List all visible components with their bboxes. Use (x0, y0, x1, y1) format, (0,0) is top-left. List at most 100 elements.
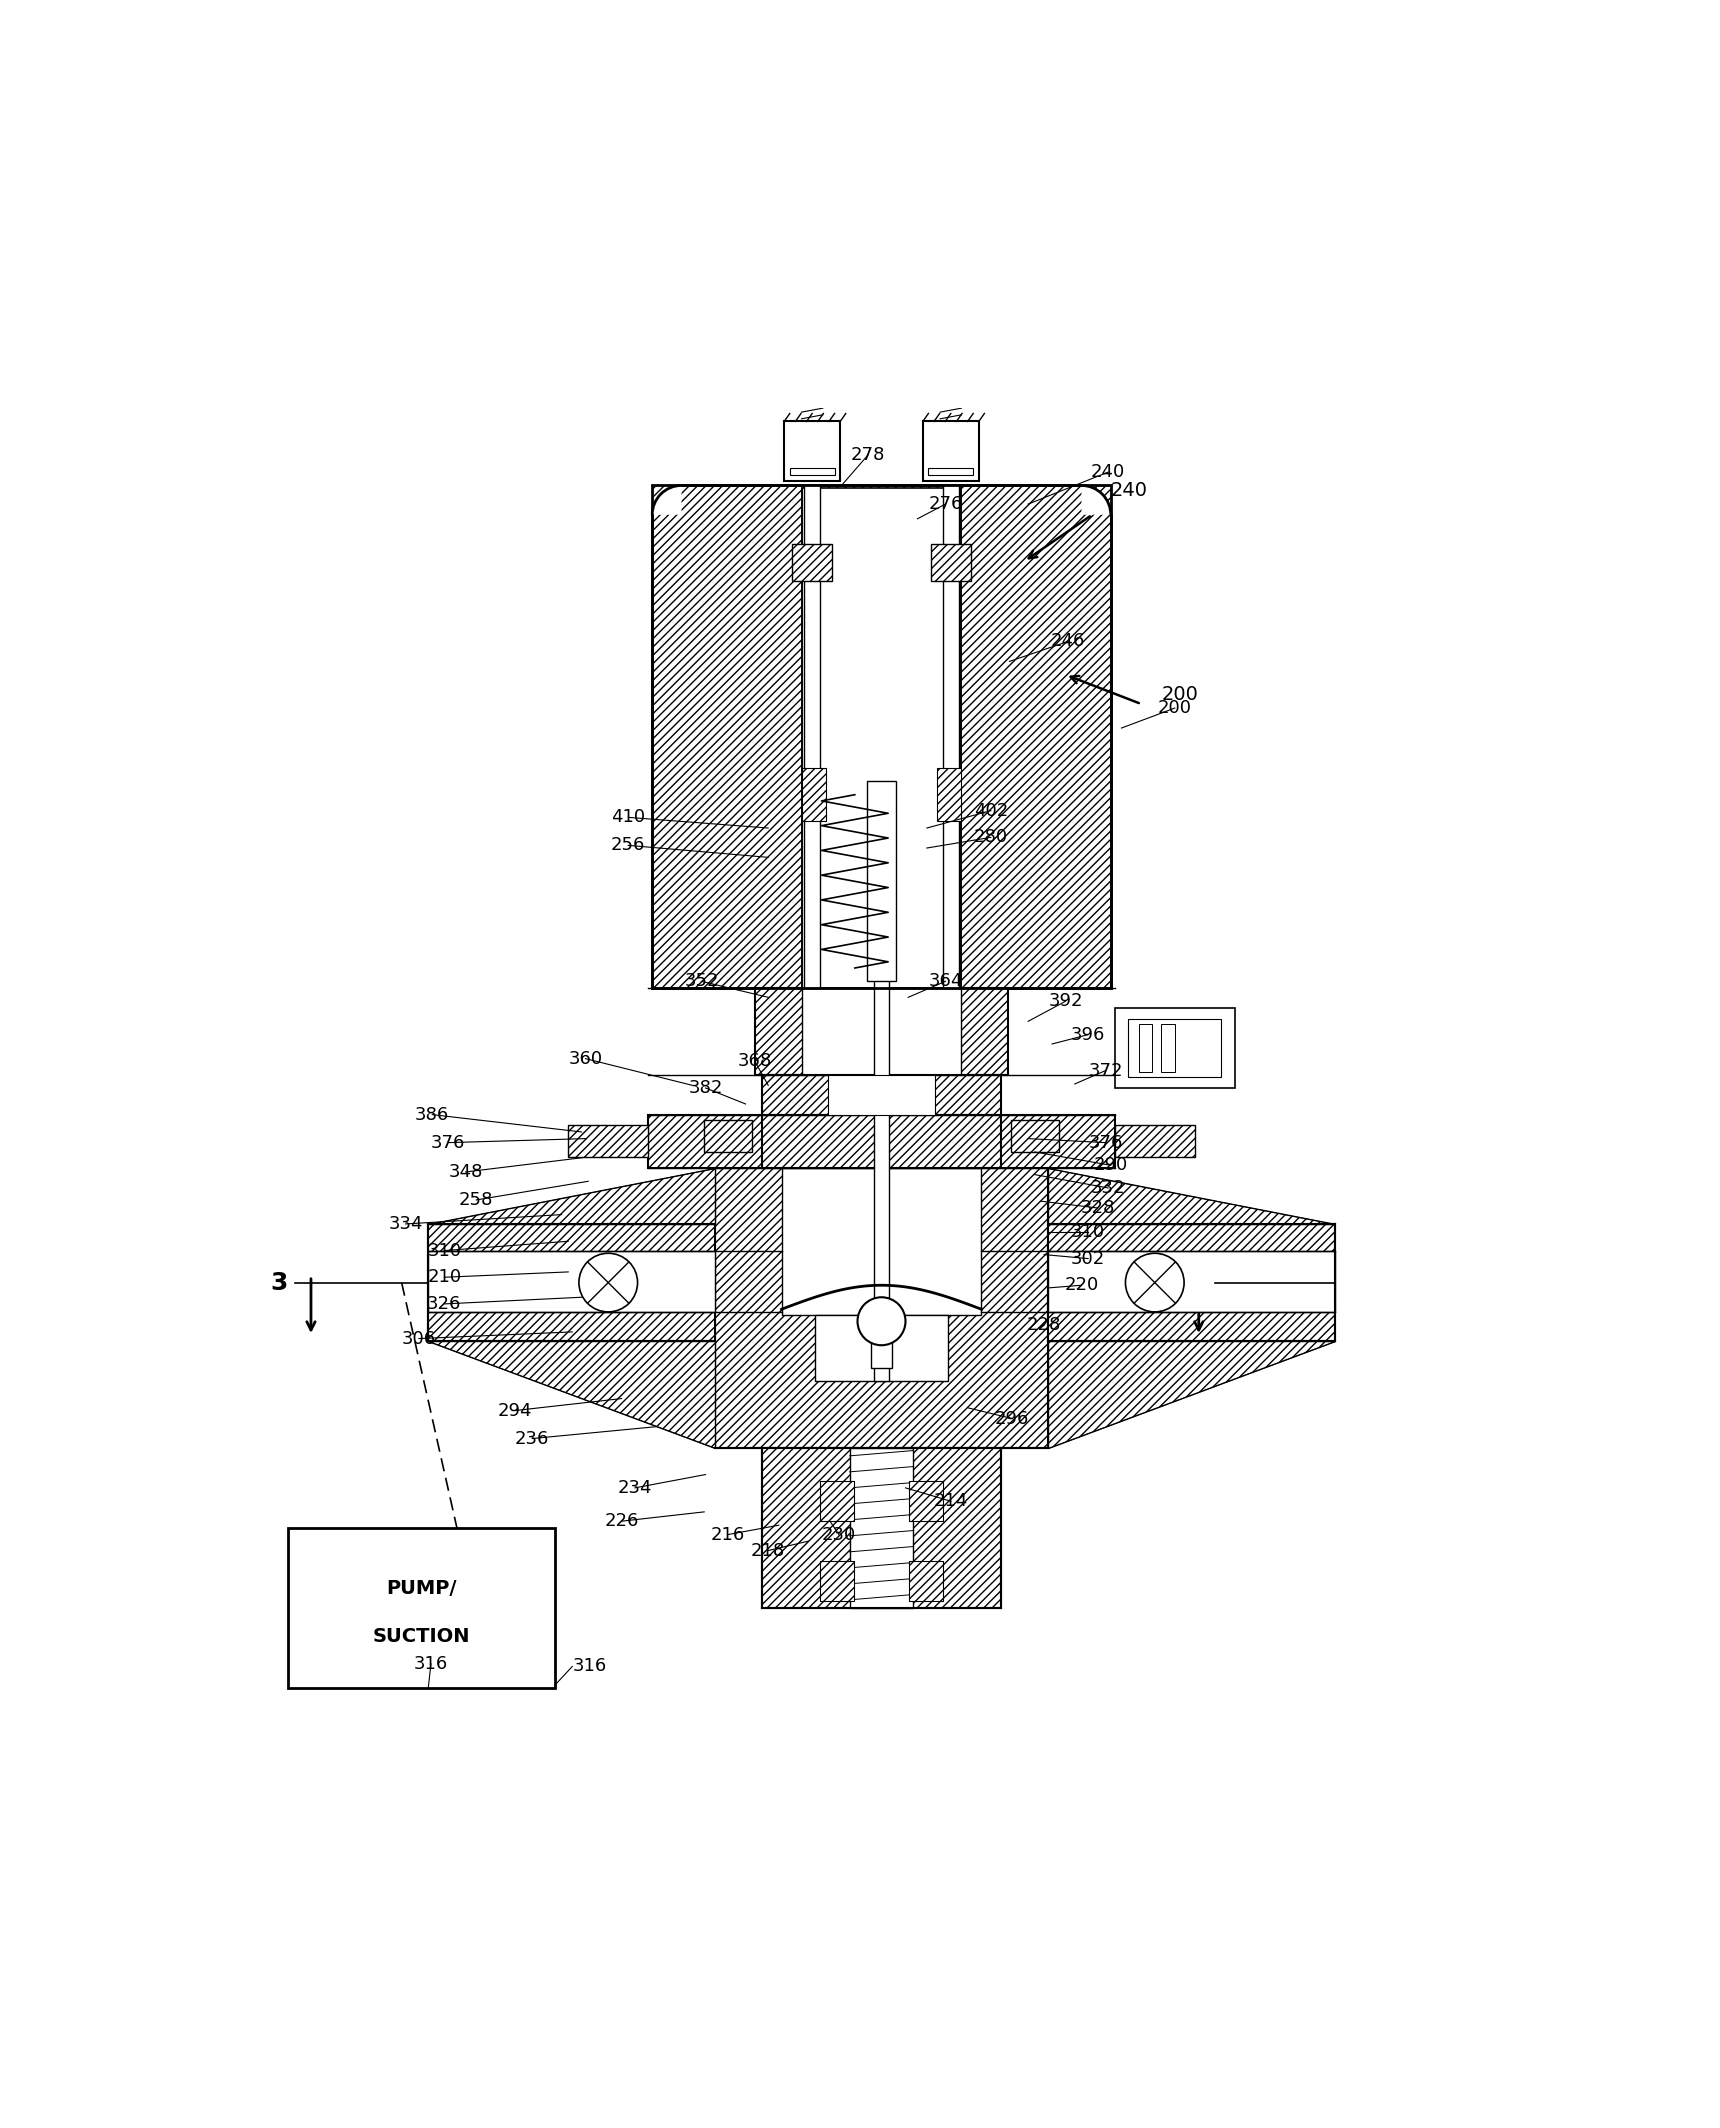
Bar (762, 1447, 1001, 1609)
Circle shape (858, 1298, 905, 1345)
Circle shape (1125, 1253, 1183, 1313)
Bar (1011, 1119, 1060, 1151)
Text: 402: 402 (974, 802, 1008, 819)
Bar (943, 485, 958, 987)
Bar (652, 485, 1111, 987)
Bar (1047, 1251, 1335, 1313)
Text: 360: 360 (569, 1049, 602, 1068)
Bar (652, 485, 1111, 987)
Bar (1047, 1224, 1335, 1341)
Bar (428, 1224, 716, 1341)
Text: 316: 316 (573, 1658, 607, 1675)
Bar (1115, 1126, 1195, 1158)
Text: 216: 216 (710, 1526, 745, 1543)
Bar (870, 1328, 893, 1368)
Wedge shape (652, 485, 681, 515)
Bar (428, 1251, 716, 1313)
Bar (648, 1115, 1115, 1168)
Bar (716, 1168, 1047, 1447)
Text: 240: 240 (1111, 481, 1147, 500)
Bar (931, 545, 970, 581)
Text: 236: 236 (514, 1430, 549, 1447)
Text: 376: 376 (1089, 1134, 1123, 1151)
Text: 214: 214 (934, 1492, 968, 1511)
Bar (867, 781, 896, 981)
Bar (1161, 1024, 1175, 1073)
Bar (762, 1075, 1001, 1115)
Bar (703, 1119, 752, 1151)
Bar (924, 421, 979, 481)
Text: 410: 410 (611, 809, 645, 826)
Text: 280: 280 (974, 828, 1008, 847)
Text: 3: 3 (270, 1270, 287, 1294)
Text: 302: 302 (1072, 1249, 1106, 1268)
Bar (428, 1224, 716, 1341)
Text: 352: 352 (685, 972, 719, 990)
Text: 230: 230 (822, 1526, 857, 1543)
Text: 326: 326 (427, 1296, 461, 1313)
Bar (937, 768, 961, 821)
Bar (755, 987, 1008, 1075)
Polygon shape (1047, 1341, 1335, 1447)
Bar (568, 1126, 648, 1158)
Bar (829, 1075, 936, 1115)
Text: 296: 296 (994, 1409, 1029, 1428)
Bar (805, 485, 820, 987)
Bar (802, 987, 961, 1075)
Bar (874, 968, 889, 1381)
Text: 240: 240 (1090, 464, 1125, 481)
Text: 294: 294 (497, 1402, 531, 1419)
Bar (937, 768, 961, 821)
Text: 382: 382 (688, 1079, 722, 1096)
Bar (820, 1481, 853, 1522)
Text: 386: 386 (415, 1107, 449, 1124)
Polygon shape (428, 1168, 716, 1224)
Bar (1139, 1024, 1152, 1073)
Text: 334: 334 (389, 1215, 423, 1232)
Bar (648, 1115, 1115, 1168)
Bar (784, 421, 839, 481)
Text: 258: 258 (459, 1192, 494, 1209)
Text: PUMP/: PUMP/ (387, 1579, 458, 1598)
Bar (931, 545, 970, 581)
Bar (762, 1115, 1001, 1168)
Bar (910, 1481, 943, 1522)
Text: 218: 218 (752, 1541, 786, 1560)
Text: 3: 3 (1221, 1270, 1240, 1294)
Bar (910, 1481, 943, 1522)
Text: 310: 310 (427, 1241, 461, 1260)
Bar (703, 1119, 752, 1151)
Bar (793, 545, 832, 581)
Text: 276: 276 (929, 496, 963, 513)
Text: 278: 278 (851, 445, 886, 464)
Bar (802, 768, 826, 821)
Bar (1128, 1019, 1221, 1077)
Text: 364: 364 (929, 972, 963, 990)
Text: 332: 332 (1090, 1179, 1125, 1196)
Bar (850, 1447, 913, 1609)
Bar (910, 1562, 943, 1600)
Text: 256: 256 (611, 836, 645, 853)
Bar (820, 1562, 853, 1600)
Text: 210: 210 (427, 1268, 461, 1285)
Text: 396: 396 (1072, 1026, 1106, 1043)
Bar (762, 1115, 1001, 1168)
Text: 372: 372 (1089, 1062, 1123, 1079)
Bar (910, 1562, 943, 1600)
Bar (289, 1528, 556, 1688)
Bar (568, 1126, 648, 1158)
Polygon shape (428, 1168, 716, 1224)
Polygon shape (428, 1341, 716, 1447)
Bar (1011, 1119, 1060, 1151)
Bar (802, 768, 826, 821)
Text: 328: 328 (1080, 1198, 1115, 1217)
Text: 290: 290 (1094, 1156, 1128, 1175)
Text: 200: 200 (1161, 685, 1199, 704)
Text: 226: 226 (604, 1513, 638, 1530)
Text: 392: 392 (1047, 992, 1082, 1011)
Text: 306: 306 (402, 1330, 435, 1347)
Polygon shape (1047, 1168, 1335, 1224)
Bar (793, 545, 832, 581)
Text: SUCTION: SUCTION (373, 1628, 470, 1647)
Bar (789, 468, 834, 475)
